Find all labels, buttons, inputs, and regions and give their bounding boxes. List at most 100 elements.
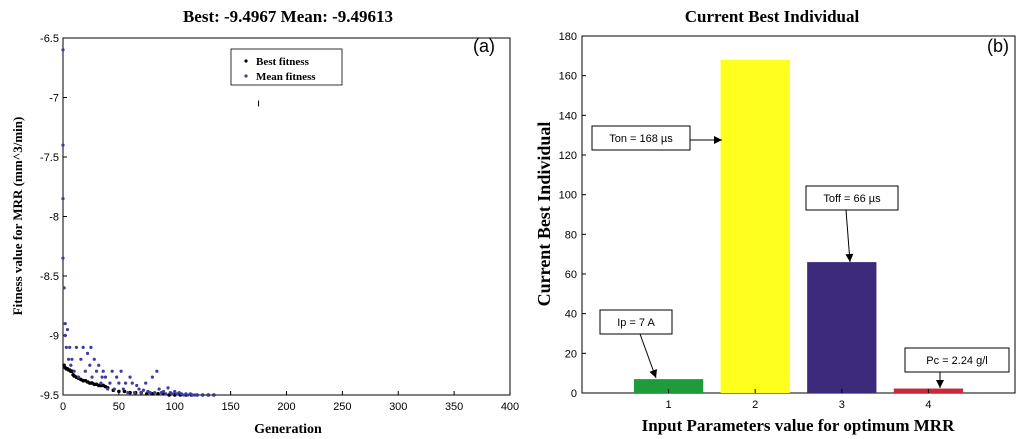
mean-fitness-point [121, 387, 125, 391]
chart-b-plot-frame [581, 35, 1016, 394]
panel-b-chart: Current Best Individual (b) 0 20 40 60 80 100… [534, 7, 1016, 435]
chart-b-y-tick-label: 80 [565, 229, 577, 241]
mean-fitness-point [63, 322, 67, 326]
mean-fitness-point [70, 357, 74, 361]
chart-b-y-tick-label: 160 [559, 71, 577, 83]
legend-mean-marker [244, 74, 248, 78]
chart-a-y-tick-label: -9 [49, 331, 59, 343]
mean-fitness-point [130, 381, 134, 385]
chart-b-y-tick-label: 0 [571, 388, 577, 400]
mean-fitness-point [106, 387, 110, 391]
panel-a-chart: Best: -9.4967 Mean: -9.49613 (a) -6.5-7-… [10, 7, 519, 437]
annotation-box [599, 309, 673, 335]
annotation-box [904, 347, 1010, 373]
mean-fitness-point [83, 369, 87, 373]
chart-b-annotations: Ip = 7 A Ton = 168 µs Toff = 66 µs Pc = 2.2… [591, 125, 1010, 388]
chart-a-y-label: Fitness value for MRR (mm^3/min) [10, 117, 25, 316]
annotation-label: Ip = 7 A [617, 317, 655, 329]
mean-fitness-point [85, 351, 90, 355]
chart-b-y-tick-label: 40 [565, 309, 577, 321]
mean-fitness-point [64, 345, 68, 349]
mean-fitness-point [61, 197, 65, 201]
mean-fitness-point [191, 393, 195, 397]
mean-fitness-point [81, 345, 85, 349]
chart-a-x-tick-label: 400 [501, 401, 519, 413]
chart-a-x-tick-label: 350 [445, 401, 463, 413]
best-fitness-point [70, 369, 74, 374]
annotation-label: Pc = 2.24 g/l [926, 355, 987, 367]
mean-fitness-point [61, 256, 65, 260]
chart-a-panel-label: (a) [473, 36, 495, 56]
legend-best-marker [244, 59, 248, 63]
mean-fitness-point [126, 391, 130, 395]
annotation-label: Ton = 168 µs [609, 133, 673, 145]
annotation-box [591, 125, 691, 151]
mean-fitness-point [62, 286, 66, 290]
mean-fitness-point [137, 387, 141, 391]
chart-b-x-tick-label: 2 [752, 399, 758, 411]
bar-3 [807, 262, 877, 393]
mean-fitness-point [99, 381, 103, 385]
chart-b-y-tick-label: 60 [565, 269, 577, 281]
mean-fitness-point [66, 357, 71, 361]
mean-fitness-point [144, 381, 148, 385]
chart-a-legend: Best fitness Mean fitness [230, 48, 343, 86]
mean-fitness-point [77, 375, 81, 379]
mean-fitness-point [123, 381, 128, 385]
mean-fitness-point [164, 392, 168, 396]
bar-2 [720, 59, 790, 394]
annotation-arrow-head [649, 369, 658, 378]
chart-b-x-tick-label: 1 [666, 399, 672, 411]
mean-fitness-point [108, 381, 112, 385]
mean-fitness-point [103, 375, 108, 379]
chart-a-y-ticks: -6.5 -7 -7.5 -8 -8.5 -9 -9.5 [40, 33, 67, 402]
mean-fitness-point [157, 387, 161, 391]
mean-fitness-point [79, 357, 83, 361]
mean-fitness-point [88, 363, 92, 367]
mean-fitness-point [97, 363, 101, 367]
chart-a-legend-box [230, 48, 343, 86]
chart-b-y-tick-label: 100 [559, 190, 577, 202]
annotation-box [805, 185, 899, 211]
mean-fitness-point [61, 48, 65, 52]
mean-fitness-point [112, 387, 117, 391]
chart-b-x-ticks: 1 2 3 4 [666, 389, 931, 411]
chart-a-x-tick-label: 300 [389, 401, 407, 413]
chart-a-plot-frame [62, 37, 511, 396]
mean-fitness-point [161, 389, 166, 394]
chart-b-x-tick-label: 4 [925, 399, 931, 411]
mean-fitness-point [128, 375, 132, 379]
chart-b-x-label: Input Parameters value for optimum MRR [642, 416, 955, 435]
mean-fitness-point [74, 345, 79, 349]
chart-a-x-tick-label: 100 [166, 401, 184, 413]
chart-b-y-tick-label: 120 [559, 150, 577, 162]
annotation-label: Toff = 66 µs [823, 193, 881, 205]
chart-b-x-tick-label: 3 [839, 399, 845, 411]
mean-fitness-point [170, 392, 175, 396]
mean-fitness-point [193, 393, 197, 397]
mean-fitness-point [195, 393, 199, 397]
chart-a-y-tick-label: -6.5 [40, 33, 59, 45]
mean-fitness-point [69, 363, 73, 367]
chart-a-y-tick-label: -8.5 [40, 271, 59, 283]
mean-fitness-point [63, 333, 67, 338]
chart-a-x-tick-label: 250 [333, 401, 351, 413]
mean-fitness-point [148, 391, 152, 395]
chart-a-x-ticks: 0 50 100 150 200 250 300 350 400 [60, 391, 519, 413]
best-fitness-point [156, 392, 160, 396]
chart-a-x-label: Generation [254, 422, 322, 437]
mean-fitness-point [132, 391, 137, 395]
mean-fitness-point [173, 389, 177, 394]
mean-fitness-point [139, 391, 143, 395]
chart-a-x-tick-label: 150 [221, 401, 239, 413]
mean-fitness-point [150, 375, 154, 379]
annotation-arrow-head [845, 253, 854, 262]
chart-b-y-label: Current Best Individual [534, 122, 554, 307]
best-fitness-point [128, 390, 132, 395]
mean-fitness-point [212, 393, 216, 397]
mean-fitness-point [101, 369, 105, 373]
mean-fitness-point [65, 327, 70, 332]
mean-fitness-point [94, 369, 99, 373]
chart-a-y-tick-label: -8 [49, 212, 59, 224]
